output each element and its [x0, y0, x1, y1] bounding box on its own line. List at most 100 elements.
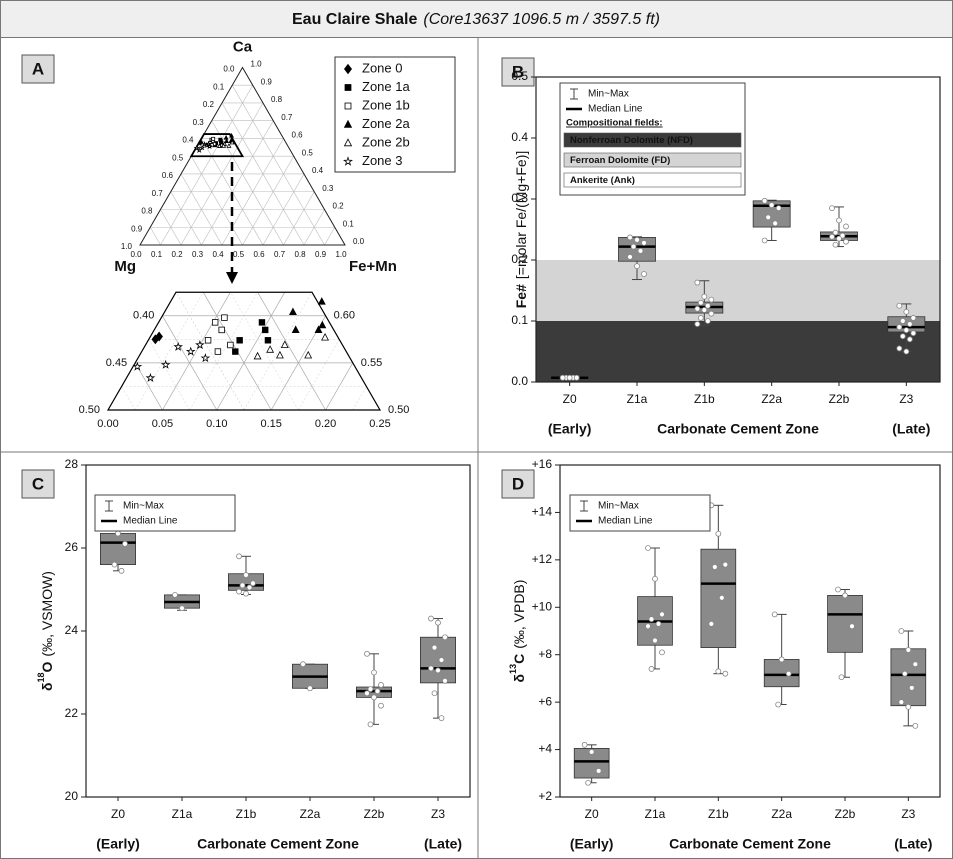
tick-label: 0.45 [106, 357, 127, 369]
y-tick-label: +10 [532, 599, 553, 613]
marker-triangle [343, 138, 353, 147]
data-point [708, 310, 715, 317]
data-point [374, 688, 381, 695]
data-point [627, 234, 633, 241]
tick-label: 0.4 [182, 136, 194, 145]
data-point [905, 647, 912, 653]
tick-label: 0.55 [361, 357, 382, 369]
legend-box [94, 494, 236, 532]
tick-label: 0.50 [388, 404, 409, 416]
y-tick-label: +4 [538, 742, 552, 756]
data-point [585, 779, 592, 786]
minor-grid-line [175, 292, 245, 411]
data-point [236, 553, 242, 560]
tick-label: 0.7 [274, 250, 286, 259]
data-point [111, 561, 118, 568]
minor-grid-line [189, 292, 258, 411]
marker-triangle [216, 143, 222, 148]
zoom-frame [106, 291, 382, 411]
data-point [300, 661, 306, 668]
field-band [536, 321, 940, 382]
marker-star [195, 339, 205, 350]
tick-label: 0.05 [152, 418, 173, 430]
grid-line [221, 102, 305, 246]
data-point [378, 702, 384, 709]
data-point [910, 330, 917, 337]
tick-label: 0.20 [315, 418, 336, 430]
grid-line [160, 85, 254, 246]
marker-square [210, 143, 214, 148]
marker-triangle [291, 325, 300, 333]
tick-label: 1.0 [335, 250, 347, 259]
x-tick-label: Z1b [694, 392, 715, 406]
grid-line [201, 120, 274, 246]
tick-label: 0.10 [206, 418, 227, 430]
y-label-sup: 13 [508, 664, 518, 674]
y-tick-label: 24 [65, 623, 79, 637]
marker-triangle [266, 345, 275, 353]
x-note-left: (Early) [96, 836, 140, 852]
grid-line [180, 173, 223, 246]
data-point [832, 241, 839, 248]
data-point [903, 308, 910, 315]
data-point [179, 605, 185, 612]
marker-star [200, 353, 211, 363]
tick-label: 0.40 [133, 310, 154, 322]
y-label-sup: 18 [36, 672, 46, 682]
data-point [246, 584, 253, 591]
data-point [428, 615, 434, 622]
data-point [431, 644, 438, 651]
data-point [641, 240, 647, 246]
grid-line [149, 227, 161, 246]
data-point [775, 205, 782, 212]
y-tick-label: 20 [65, 789, 79, 803]
legend-label: Ferroan Dolomite (FD) [570, 155, 670, 166]
data-point [115, 530, 121, 537]
data-point [761, 237, 768, 244]
tick-label: 0.0 [223, 65, 235, 74]
y-axis-label: δ13C (‰, VPDB) [508, 580, 526, 683]
x-note-left: (Early) [570, 836, 614, 852]
x-axis-label: Carbonate Cement Zone [197, 836, 359, 852]
data-point [765, 214, 772, 221]
legend-label: Median Line [588, 104, 643, 115]
data-point [785, 670, 792, 677]
data-point [899, 318, 906, 324]
data-point [718, 594, 725, 601]
minor-grid-line [121, 386, 136, 411]
grid-line [162, 292, 231, 411]
marker-star [145, 372, 156, 383]
marker-triangle [275, 350, 284, 359]
marker-triangle [224, 138, 230, 143]
grid-line [283, 191, 315, 246]
tick-label: 1.0 [121, 242, 133, 251]
tick-label: 0.3 [192, 250, 204, 259]
data-point [655, 620, 662, 627]
data-point [722, 561, 729, 568]
marker-star [173, 341, 184, 351]
data-point [906, 336, 913, 343]
data-point [842, 592, 848, 599]
y-label-main: δ [39, 682, 55, 691]
marker-square [227, 341, 234, 349]
data-point [627, 254, 633, 260]
marker-square [232, 348, 239, 355]
data-point [581, 741, 588, 748]
data-point [836, 235, 842, 242]
legend-label: Zone 1b [362, 97, 410, 112]
legend-swatch [563, 132, 742, 148]
data-point [243, 572, 249, 578]
marker-triangle [229, 139, 235, 145]
x-tick-label: Z0 [585, 807, 599, 821]
y-tick-label: 0.5 [511, 69, 528, 83]
legend-box [569, 494, 711, 532]
legend-label: Zone 0 [362, 60, 402, 75]
legend-label: Min~Max [588, 89, 629, 100]
data-point [559, 374, 566, 381]
grid-line [216, 292, 286, 411]
panel-letter: D [512, 474, 524, 493]
marker-star [205, 140, 212, 147]
data-point [573, 374, 580, 381]
marker-star [185, 346, 196, 356]
data-point [711, 564, 718, 570]
